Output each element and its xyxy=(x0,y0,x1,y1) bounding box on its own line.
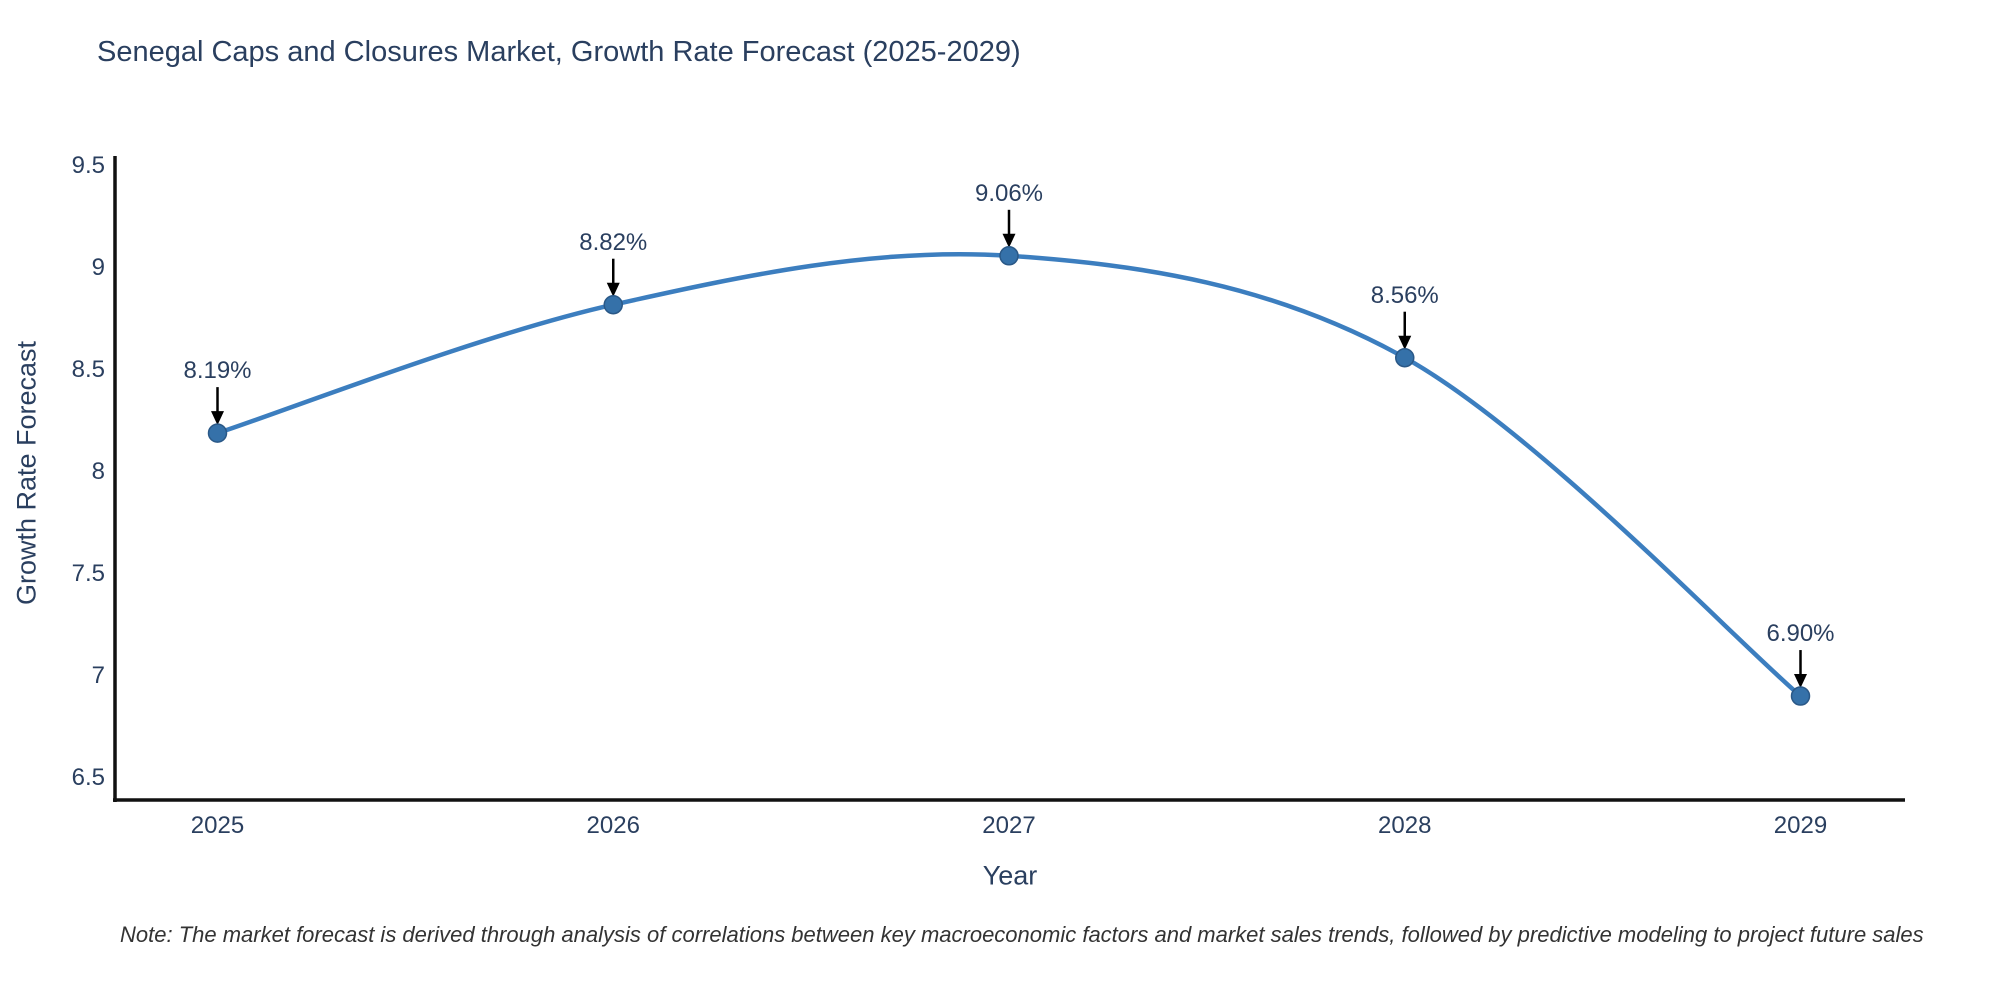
annotation-arrowhead xyxy=(606,282,620,297)
x-tick-label: 2028 xyxy=(1378,812,1432,839)
annotation-arrowhead xyxy=(1794,674,1807,689)
x-tick-label: 2029 xyxy=(1773,812,1828,839)
y-tick-label: 9 xyxy=(91,254,105,282)
point-annotation: 6.90% xyxy=(1766,620,1835,648)
annotation-arrowhead xyxy=(1002,233,1016,248)
point-annotation: 8.82% xyxy=(579,228,648,256)
data-point-marker[interactable] xyxy=(999,246,1019,266)
y-tick-label: 8 xyxy=(91,457,105,485)
data-point-marker[interactable] xyxy=(207,423,228,443)
chart-note: Note: The market forecast is derived thr… xyxy=(120,922,1924,947)
point-annotation: 8.19% xyxy=(183,357,252,385)
point-annotation: 8.56% xyxy=(1370,281,1439,309)
y-tick-label: 9.5 xyxy=(71,152,105,180)
y-tick-label: 7.5 xyxy=(71,559,105,587)
series-line xyxy=(215,251,1803,699)
y-tick-label: 7 xyxy=(91,661,105,689)
y-tick-label: 6.5 xyxy=(71,763,105,791)
x-tick-label: 2027 xyxy=(982,812,1036,839)
annotation-arrowhead xyxy=(1398,335,1412,350)
x-tick-label: 2025 xyxy=(190,812,245,839)
point-annotation: 9.06% xyxy=(974,179,1044,207)
data-point-marker[interactable] xyxy=(1395,347,1415,368)
x-axis-title: Year xyxy=(982,860,1038,891)
annotation-arrowhead xyxy=(211,411,224,426)
y-tick-label: 8.5 xyxy=(71,355,105,383)
data-point-marker[interactable] xyxy=(1790,686,1811,706)
chart-title: Senegal Caps and Closures Market, Growth… xyxy=(97,36,1021,68)
data-point-marker[interactable] xyxy=(603,294,623,315)
x-tick-label: 2026 xyxy=(586,812,640,839)
